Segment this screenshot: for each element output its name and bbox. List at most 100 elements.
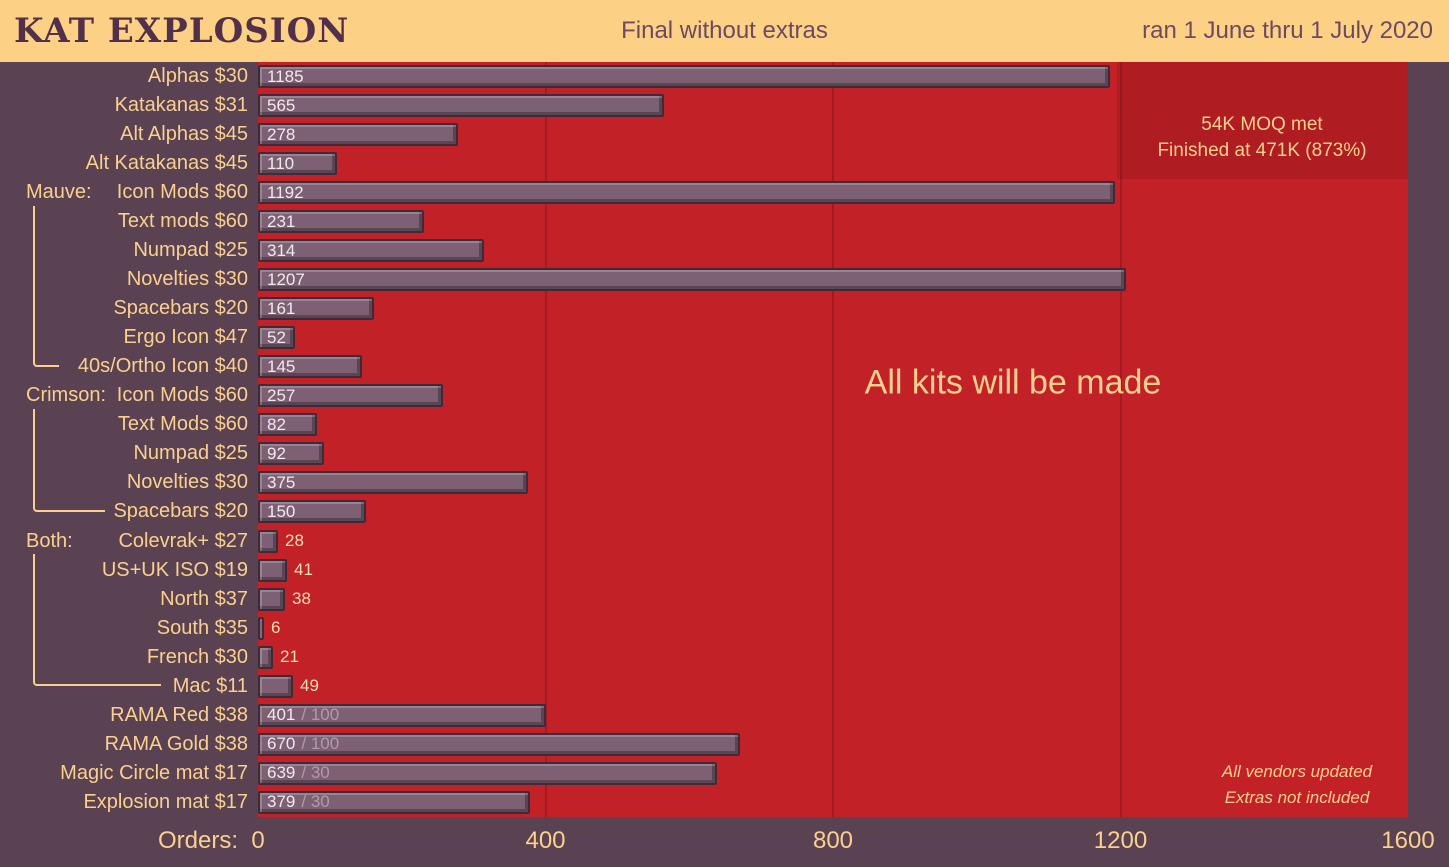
row-label-text: Novelties $30 bbox=[126, 471, 248, 494]
bars-container: 1185 565 278 110 1192 231 314 1207 161 52 145 257 82… bbox=[258, 62, 1408, 817]
row-label-text: Spacebars $20 bbox=[113, 297, 248, 320]
bar: 257 bbox=[258, 384, 443, 408]
row-label: Magic Circle mat $17 bbox=[0, 759, 258, 788]
row-label: Numpad $25 bbox=[0, 236, 258, 265]
bar-row: 379/ 30 bbox=[258, 788, 1408, 817]
row-label: Text mods $60 bbox=[0, 207, 258, 236]
bar: 1207 bbox=[258, 268, 1126, 292]
bar bbox=[258, 558, 287, 582]
bar: 231 bbox=[258, 210, 424, 234]
bar: 565 bbox=[258, 94, 664, 118]
row-label-text: Numpad $25 bbox=[133, 239, 248, 262]
row-label: Mauve: Icon Mods $60 bbox=[0, 178, 258, 207]
bar: 639/ 30 bbox=[258, 761, 717, 785]
axis-tick: 0 bbox=[251, 827, 265, 854]
bar-value: 52 bbox=[267, 327, 286, 347]
bar-value: 278 bbox=[267, 124, 296, 144]
group-label: Crimson: bbox=[26, 384, 107, 407]
bar-row: 375 bbox=[258, 468, 1408, 497]
bar-row: 92 bbox=[258, 439, 1408, 468]
bar: 670/ 100 bbox=[258, 732, 740, 756]
bar-row: 401/ 100 bbox=[258, 701, 1408, 730]
group-label: Both: bbox=[26, 529, 73, 552]
row-label: Spacebars $20 bbox=[0, 497, 258, 526]
bar-row: 38 bbox=[258, 585, 1408, 614]
bar-row: 278 bbox=[258, 120, 1408, 149]
bar-value: 1185 bbox=[267, 66, 304, 86]
plot-area: 1185 565 278 110 1192 231 314 1207 161 52 145 257 82… bbox=[258, 62, 1408, 817]
row-label: Alphas $30 bbox=[0, 62, 258, 91]
bar-row: 28 bbox=[258, 527, 1408, 556]
row-label: Numpad $25 bbox=[0, 439, 258, 468]
bar-value: 314 bbox=[267, 240, 296, 260]
row-label: RAMA Gold $38 bbox=[0, 730, 258, 759]
header-bar: KAT EXPLOSION Final without extras ran 1… bbox=[0, 0, 1449, 62]
moq-line2: Finished at 471K (873%) bbox=[1157, 140, 1367, 161]
bar-value: 150 bbox=[267, 501, 296, 521]
row-label: Both: Colevrak+ $27 bbox=[0, 527, 258, 556]
bar-row: 670/ 100 bbox=[258, 730, 1408, 759]
bar-value: 82 bbox=[267, 414, 286, 434]
bar-value: 231 bbox=[267, 211, 296, 231]
bar-value: 375 bbox=[267, 472, 296, 492]
bar-cap-value: / 100 bbox=[301, 734, 340, 754]
bar-row: 41 bbox=[258, 556, 1408, 585]
axis-tick: 800 bbox=[812, 827, 854, 854]
row-label-text: Magic Circle mat $17 bbox=[60, 761, 248, 784]
bar bbox=[258, 674, 293, 698]
bar-row: 161 bbox=[258, 294, 1408, 323]
row-label-text: Numpad $25 bbox=[133, 442, 248, 465]
bar-value: 670 bbox=[267, 734, 296, 754]
gridline bbox=[832, 62, 834, 817]
row-label: Novelties $30 bbox=[0, 265, 258, 294]
bar-row: 52 bbox=[258, 323, 1408, 352]
bar: 379/ 30 bbox=[258, 790, 530, 814]
bar-row: 21 bbox=[258, 643, 1408, 672]
bar-value: 161 bbox=[267, 298, 296, 318]
row-label-text: Spacebars $20 bbox=[113, 500, 248, 523]
footnote-line2: Extras not included bbox=[1224, 788, 1370, 807]
bar-row: 1192 bbox=[258, 178, 1408, 207]
bar-row: 6 bbox=[258, 614, 1408, 643]
bar-row: 150 bbox=[258, 497, 1408, 526]
row-label: Katakanas $31 bbox=[0, 91, 258, 120]
bar: 92 bbox=[258, 442, 324, 466]
bar-value: 257 bbox=[267, 385, 296, 405]
bar-row: 257 bbox=[258, 381, 1408, 410]
row-label-text: Icon Mods $60 bbox=[116, 384, 248, 407]
bar: 1192 bbox=[258, 181, 1115, 205]
bar-value: 401 bbox=[267, 705, 296, 725]
row-label: South $35 bbox=[0, 614, 258, 643]
row-label: North $37 bbox=[0, 585, 258, 614]
row-label-text: RAMA Red $38 bbox=[110, 703, 248, 726]
row-label-text: US+UK ISO $19 bbox=[101, 558, 248, 581]
row-label-text: Text mods $60 bbox=[117, 210, 248, 233]
bar-value: 1192 bbox=[267, 182, 304, 202]
group-bracket bbox=[33, 205, 59, 367]
bar-value: 49 bbox=[300, 676, 319, 696]
row-label-text: Ergo Icon $47 bbox=[123, 326, 248, 349]
row-label-text: South $35 bbox=[156, 616, 248, 639]
bar-value: 21 bbox=[280, 647, 299, 667]
row-label-text: 40s/Ortho Icon $40 bbox=[77, 355, 248, 378]
row-label-text: RAMA Gold $38 bbox=[104, 732, 248, 755]
bar bbox=[258, 587, 285, 611]
row-label: Novelties $30 bbox=[0, 468, 258, 497]
row-label: Text Mods $60 bbox=[0, 410, 258, 439]
bar: 278 bbox=[258, 123, 458, 147]
bar-row: 82 bbox=[258, 410, 1408, 439]
row-label: Mac $11 bbox=[0, 672, 258, 701]
bar-value: 565 bbox=[267, 95, 296, 115]
bar-cap-value: / 30 bbox=[301, 792, 330, 812]
footnote: All vendors updated Extras not included bbox=[1222, 759, 1372, 811]
bar bbox=[258, 645, 273, 669]
group-bracket bbox=[33, 408, 105, 513]
row-label-text: Katakanas $31 bbox=[114, 94, 248, 117]
bar-row: 145 bbox=[258, 352, 1408, 381]
row-label-text: Novelties $30 bbox=[126, 268, 248, 291]
row-label-text: French $30 bbox=[146, 645, 248, 668]
footnote-line1: All vendors updated bbox=[1221, 762, 1373, 781]
bar-row: 110 bbox=[258, 149, 1408, 178]
row-label-text: Alt Alphas $45 bbox=[120, 123, 248, 146]
bar-row: 231 bbox=[258, 207, 1408, 236]
